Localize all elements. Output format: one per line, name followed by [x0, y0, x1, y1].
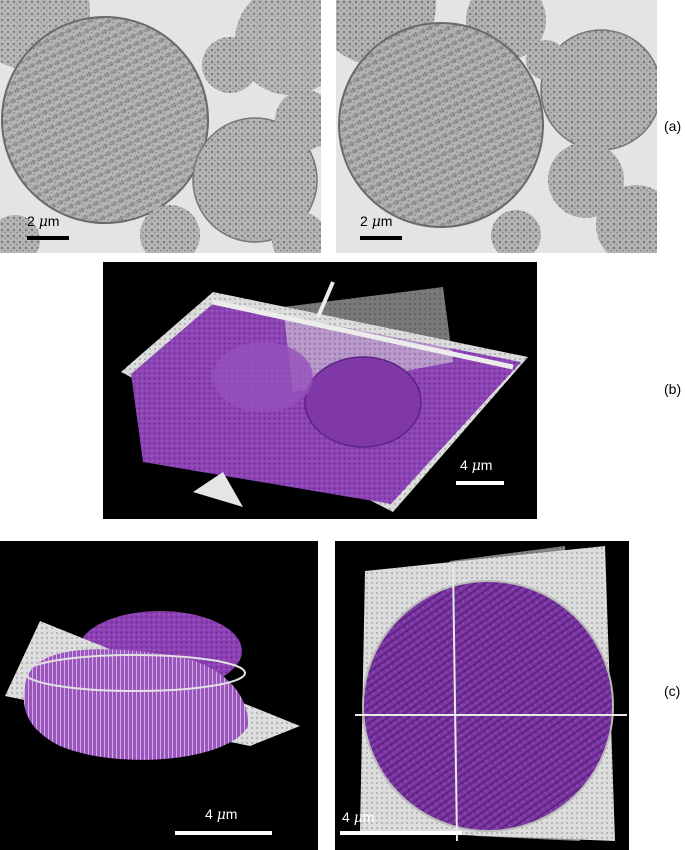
- volume-render-c-left: [0, 541, 318, 850]
- panel-a-left-micrograph: [0, 0, 321, 253]
- volume-render-c-right: [335, 541, 629, 850]
- micrograph-a-left: [0, 0, 321, 253]
- panel-tag-b: (b): [664, 381, 682, 397]
- scale-label-c-left: 4 μm: [205, 807, 237, 822]
- mu-symbol: μ: [371, 214, 381, 230]
- scale-label-a-right: 2 μm: [360, 214, 392, 229]
- mu-symbol: μ: [38, 214, 48, 230]
- scale-unit: m: [362, 809, 375, 825]
- micrograph-a-right: [336, 0, 657, 253]
- scale-unit: m: [380, 213, 393, 229]
- scale-number: 4: [460, 457, 468, 473]
- panel-b-volume-render: [103, 262, 537, 519]
- panel-c-left-volume-render: [0, 541, 318, 850]
- scale-bar-c-left: [175, 831, 272, 835]
- scale-unit: m: [225, 806, 238, 822]
- scale-bar-b: [456, 481, 504, 485]
- scale-label-a-left: 2 μm: [27, 214, 59, 229]
- volume-render-b: [103, 262, 537, 519]
- mu-symbol: μ: [216, 807, 226, 823]
- scale-label-c-right: 4 μm: [342, 810, 374, 825]
- scale-unit: m: [47, 213, 60, 229]
- panel-a-right-micrograph: [336, 0, 657, 253]
- panel-c-right-volume-render: [335, 541, 629, 850]
- scale-bar-a-left: [27, 236, 69, 240]
- scale-number: 4: [205, 806, 213, 822]
- mu-symbol: μ: [353, 810, 363, 826]
- panel-tag-c: (c): [664, 683, 681, 699]
- scale-unit: m: [480, 457, 493, 473]
- scale-number: 2: [360, 213, 368, 229]
- panel-tag-a: (a): [664, 118, 682, 134]
- scale-number: 4: [342, 809, 350, 825]
- scale-label-b: 4 μm: [460, 458, 492, 473]
- mu-symbol: μ: [471, 458, 481, 474]
- scale-bar-a-right: [360, 236, 402, 240]
- scale-number: 2: [27, 213, 35, 229]
- scale-bar-c-right: [340, 831, 462, 835]
